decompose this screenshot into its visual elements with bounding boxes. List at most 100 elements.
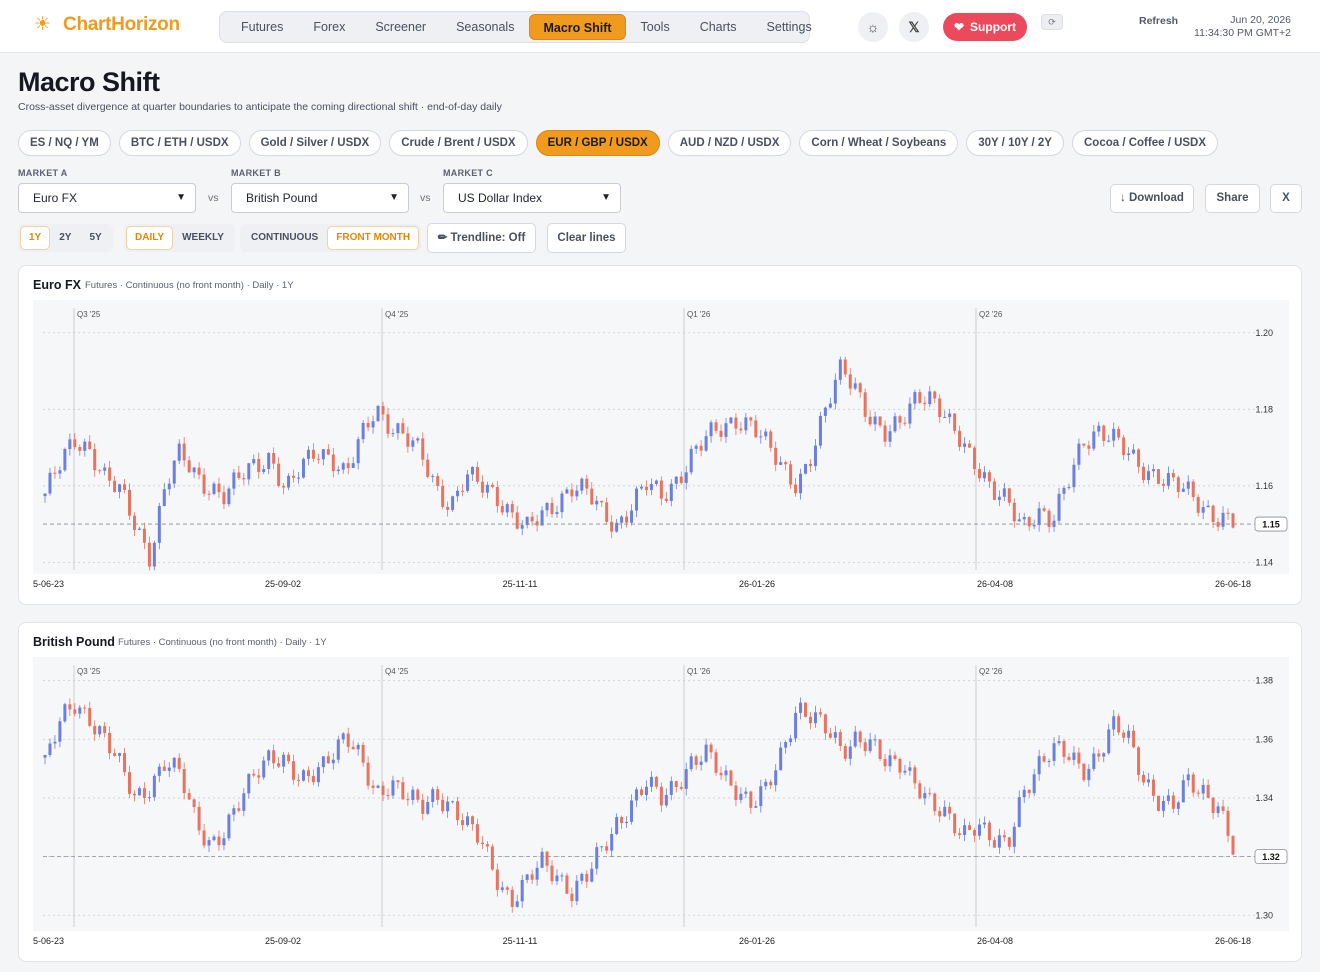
candle-body [113, 753, 117, 756]
candle-body [182, 443, 186, 461]
candle-body [426, 801, 430, 814]
candle-body [744, 791, 748, 794]
candle-body [858, 731, 862, 743]
candle-body [654, 480, 658, 484]
nav-tools[interactable]: Tools [640, 20, 670, 34]
contract-segment: CONTINUOUS FRONT MONTH [240, 224, 422, 252]
candle-body [635, 488, 639, 511]
candle-body [1137, 747, 1141, 775]
refresh-button[interactable]: Refresh [1139, 15, 1179, 27]
range-1y[interactable]: 1Y [21, 227, 50, 249]
candle-body [386, 414, 390, 434]
share-button[interactable]: Share [1205, 184, 1260, 213]
nav-seasonals[interactable]: Seasonals [456, 20, 515, 34]
trendline-toggle-button[interactable]: ✏ Trendline: Off [427, 223, 536, 253]
candle-body [759, 786, 763, 807]
nav-charts[interactable]: Charts [699, 20, 737, 34]
interval-weekly[interactable]: WEEKLY [182, 232, 224, 243]
candle-body [982, 472, 986, 479]
quarter-label: Q3 '25 [77, 310, 101, 319]
candle-body [1057, 493, 1061, 521]
candle-body [734, 785, 738, 800]
nav-screener[interactable]: Screener [375, 20, 427, 34]
contract-front-month[interactable]: FRONT MONTH [328, 227, 419, 249]
candle-body [948, 806, 952, 814]
preset-30y-10y-2y[interactable]: 30Y / 10Y / 2Y [966, 130, 1064, 156]
sun-icon: ☀ [34, 14, 52, 35]
last-price-label: 1.15 [1262, 520, 1280, 530]
market-a-select[interactable]: Euro FX ▼ [18, 183, 196, 213]
preset-crude-brent-usdx[interactable]: Crude / Brent / USDX [389, 130, 528, 156]
candle-body [406, 799, 410, 801]
candle-body [282, 754, 286, 767]
candle-body [267, 452, 271, 470]
x-social-button[interactable]: 𝕏 [899, 12, 929, 42]
theme-toggle-button[interactable]: ☼ [858, 12, 888, 42]
candle-body [446, 506, 450, 510]
candle-body [585, 478, 589, 489]
brand-logo[interactable]: ☀ ChartHorizon [34, 14, 180, 36]
euro-fx-candlestick-chart[interactable]: 1.20 1.18 1.16 1.14 Q3 '25 Q4 '25 Q1 '26 Q2 '26… [33, 300, 1289, 597]
candle-body [505, 504, 509, 513]
market-b-select[interactable]: British Pound ▼ [231, 183, 409, 213]
candle-body [1122, 732, 1126, 738]
candle-body [257, 775, 261, 778]
preset-es-nq-ym[interactable]: ES / NQ / YM [18, 130, 111, 156]
nav-forex[interactable]: Forex [313, 20, 346, 34]
candle-body [1042, 508, 1046, 511]
contract-continuous[interactable]: CONTINUOUS [251, 232, 319, 243]
chevron-down-icon: ▼ [176, 192, 186, 203]
x-share-button[interactable]: X [1270, 184, 1302, 213]
clear-lines-button[interactable]: Clear lines [547, 223, 626, 253]
preset-btc-eth-usdx[interactable]: BTC / ETH / USDX [118, 130, 241, 156]
candle-body [873, 739, 877, 741]
candle-body [301, 458, 305, 478]
range-5y[interactable]: 5Y [89, 232, 102, 243]
candle-body [1032, 525, 1036, 527]
preset-gold-silver-usdx[interactable]: Gold / Silver / USDX [248, 130, 382, 156]
interval-daily[interactable]: DAILY [127, 227, 173, 249]
market-c-select[interactable]: US Dollar Index ▼ [443, 183, 621, 213]
candle-body [103, 726, 107, 733]
candle-body [1166, 472, 1170, 486]
preset-corn-wheat-soybeans[interactable]: Corn / Wheat / Soybeans [799, 130, 959, 156]
nav-futures[interactable]: Futures [241, 20, 284, 34]
candle-body [381, 785, 385, 795]
candle-body [674, 781, 678, 788]
candle-body [48, 472, 52, 494]
candle-body [977, 468, 981, 479]
candle-body [1231, 513, 1235, 528]
candle-body [843, 359, 847, 375]
download-button[interactable]: ↓ Download [1110, 184, 1194, 213]
candle-body [1206, 784, 1210, 798]
candle-body [908, 403, 912, 424]
candle-body [545, 503, 549, 511]
candle-body [1151, 779, 1155, 796]
refresh-icon-button[interactable]: ⟳ [1041, 14, 1063, 30]
nav-macro-shift[interactable]: Macro Shift [529, 14, 626, 40]
candle-body [982, 822, 986, 825]
nav-settings[interactable]: Settings [766, 20, 812, 34]
candle-body [764, 431, 768, 437]
candle-body [212, 483, 216, 494]
candle-body [416, 438, 420, 441]
candle-body [48, 743, 52, 755]
support-button[interactable]: ❤ Support [943, 13, 1027, 41]
candle-body [1102, 753, 1106, 757]
candle-body [923, 402, 927, 405]
candle-body [500, 506, 504, 513]
candle-body [575, 880, 579, 902]
candle-body [794, 484, 798, 494]
candle-body [804, 702, 808, 717]
quarter-label: Q1 '26 [687, 310, 711, 319]
candle-body [292, 475, 296, 478]
preset-eur-gbp-usdx[interactable]: EUR / GBP / USDX [535, 130, 660, 156]
preset-cocoa-coffee-usdx[interactable]: Cocoa / Coffee / USDX [1071, 130, 1219, 156]
range-2y[interactable]: 2Y [59, 232, 72, 243]
british-pound-candlestick-chart[interactable]: 1.38 1.36 1.34 1.32 1.30 Q3 '25 Q4 '25 Q1 '26 Q2… [33, 657, 1289, 954]
candle-body [1181, 488, 1185, 492]
candle-body [147, 797, 151, 799]
preset-aud-nzd-usdx[interactable]: AUD / NZD / USDX [667, 130, 792, 156]
candle-body [520, 525, 524, 529]
current-date: Jun 20, 2026 [1230, 14, 1291, 26]
